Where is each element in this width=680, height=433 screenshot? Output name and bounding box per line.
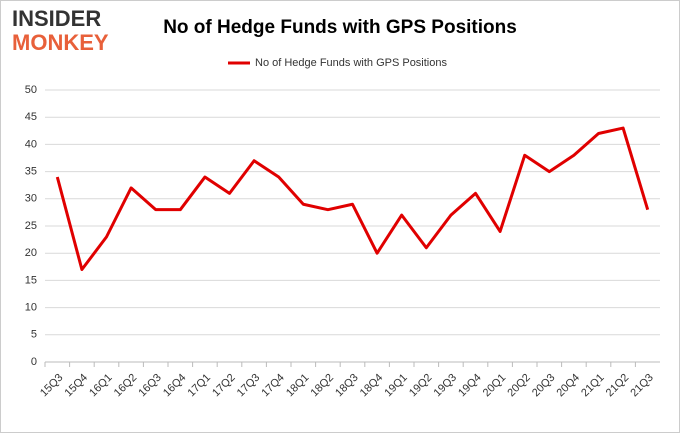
line-series: [55, 126, 650, 272]
logo-bottom: MONKEY: [12, 30, 109, 55]
y-tick-label: 20: [25, 247, 37, 259]
y-tick-label: 35: [25, 166, 37, 178]
y-tick-label: 10: [25, 302, 37, 314]
y-tick-label: 30: [25, 193, 37, 205]
y-tick-label: 45: [25, 111, 37, 123]
y-tick-label: 15: [25, 274, 37, 286]
y-tick-label: 0: [31, 356, 37, 368]
y-tick-label: 50: [25, 84, 37, 96]
y-tick-label: 40: [25, 138, 37, 150]
y-tick-label: 5: [31, 329, 37, 341]
y-tick-label: 25: [25, 220, 37, 232]
legend-label: No of Hedge Funds with GPS Positions: [255, 57, 447, 69]
logo-top: INSIDER: [12, 6, 101, 31]
chart-title: No of Hedge Funds with GPS Positions: [163, 17, 517, 38]
